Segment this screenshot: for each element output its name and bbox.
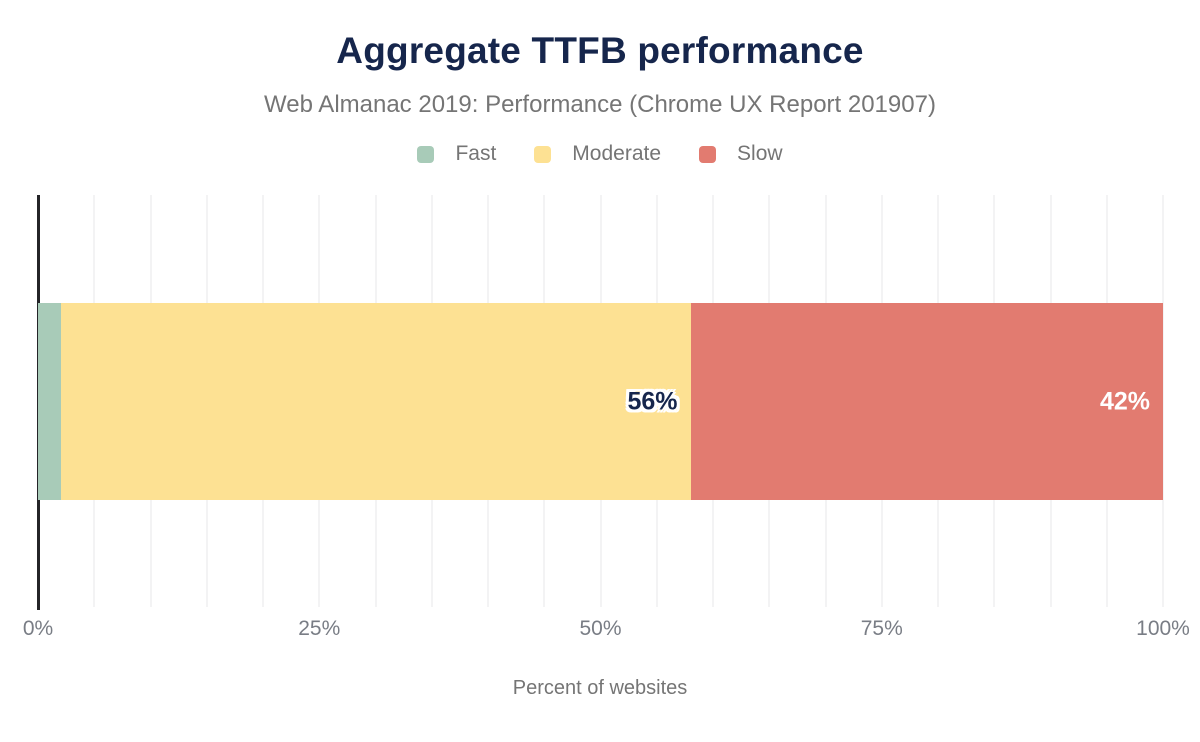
gridline: [1162, 195, 1164, 607]
x-tick-label: 75%: [860, 617, 903, 640]
bar-segment-moderate[interactable]: [60, 303, 691, 500]
x-tick-label: 50%: [579, 617, 622, 640]
bar-segment-slow[interactable]: [690, 303, 1163, 500]
x-axis-ticks: 0% 25% 50% 75% 100%: [23, 617, 1190, 647]
legend-swatch-icon: [417, 145, 435, 163]
legend-label: Fast: [455, 142, 497, 165]
chart-title: Aggregate TTFB performance: [336, 30, 864, 71]
x-tick-label: 25%: [298, 617, 341, 640]
legend-item-fast[interactable]: Fast: [417, 142, 496, 166]
legend-swatch-icon: [699, 145, 717, 163]
legend-label: Moderate: [572, 142, 662, 165]
x-tick-label: 0%: [22, 617, 54, 640]
stacked-bar: 2%56%42%: [38, 303, 1163, 500]
chart-subtitle: Web Almanac 2019: Performance (Chrome UX…: [264, 91, 936, 118]
x-tick-label: 100%: [1136, 617, 1190, 640]
x-axis-title: Percent of websites: [512, 677, 688, 699]
bar-value-label: 42%: [1099, 387, 1150, 415]
legend: Fast Moderate Slow: [0, 142, 1200, 166]
legend-item-moderate[interactable]: Moderate: [534, 142, 661, 166]
legend-swatch-icon: [534, 145, 552, 163]
legend-label: Slow: [737, 142, 783, 165]
plot-area: 2%56%42%: [37, 195, 1164, 610]
bar-segment-fast[interactable]: [38, 303, 61, 500]
bar-value-label: 56%: [627, 387, 678, 415]
legend-item-slow[interactable]: Slow: [699, 142, 783, 166]
